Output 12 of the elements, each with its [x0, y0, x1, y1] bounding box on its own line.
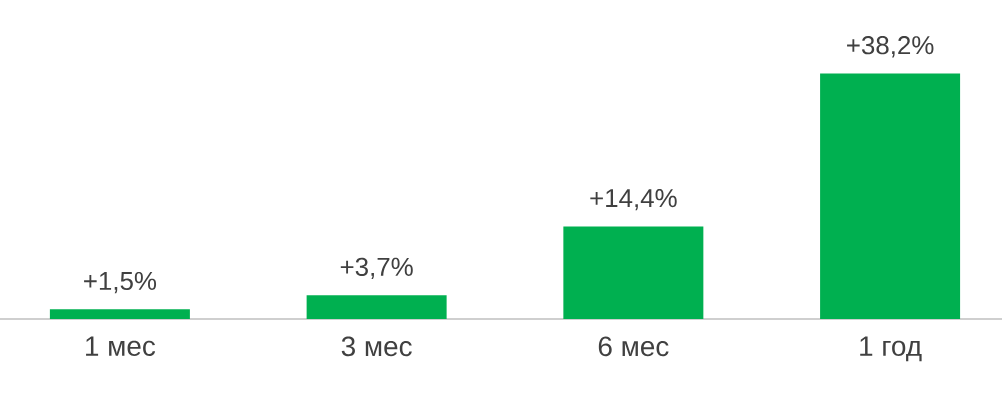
data-label: +14,4%	[590, 189, 677, 211]
x-tick-label: 1 год	[860, 336, 922, 362]
x-tick-label: 3 мес	[341, 336, 412, 357]
x-tick-label: 6 мес	[598, 336, 669, 357]
bar	[49, 309, 190, 319]
bar	[306, 295, 447, 319]
bar	[563, 226, 704, 319]
data-label: +38,2%	[847, 36, 934, 58]
data-label: +3,7%	[340, 257, 413, 280]
data-label: +1,5%	[84, 271, 157, 294]
bar	[820, 73, 961, 319]
x-tick-label: 1 мес	[86, 336, 156, 356]
